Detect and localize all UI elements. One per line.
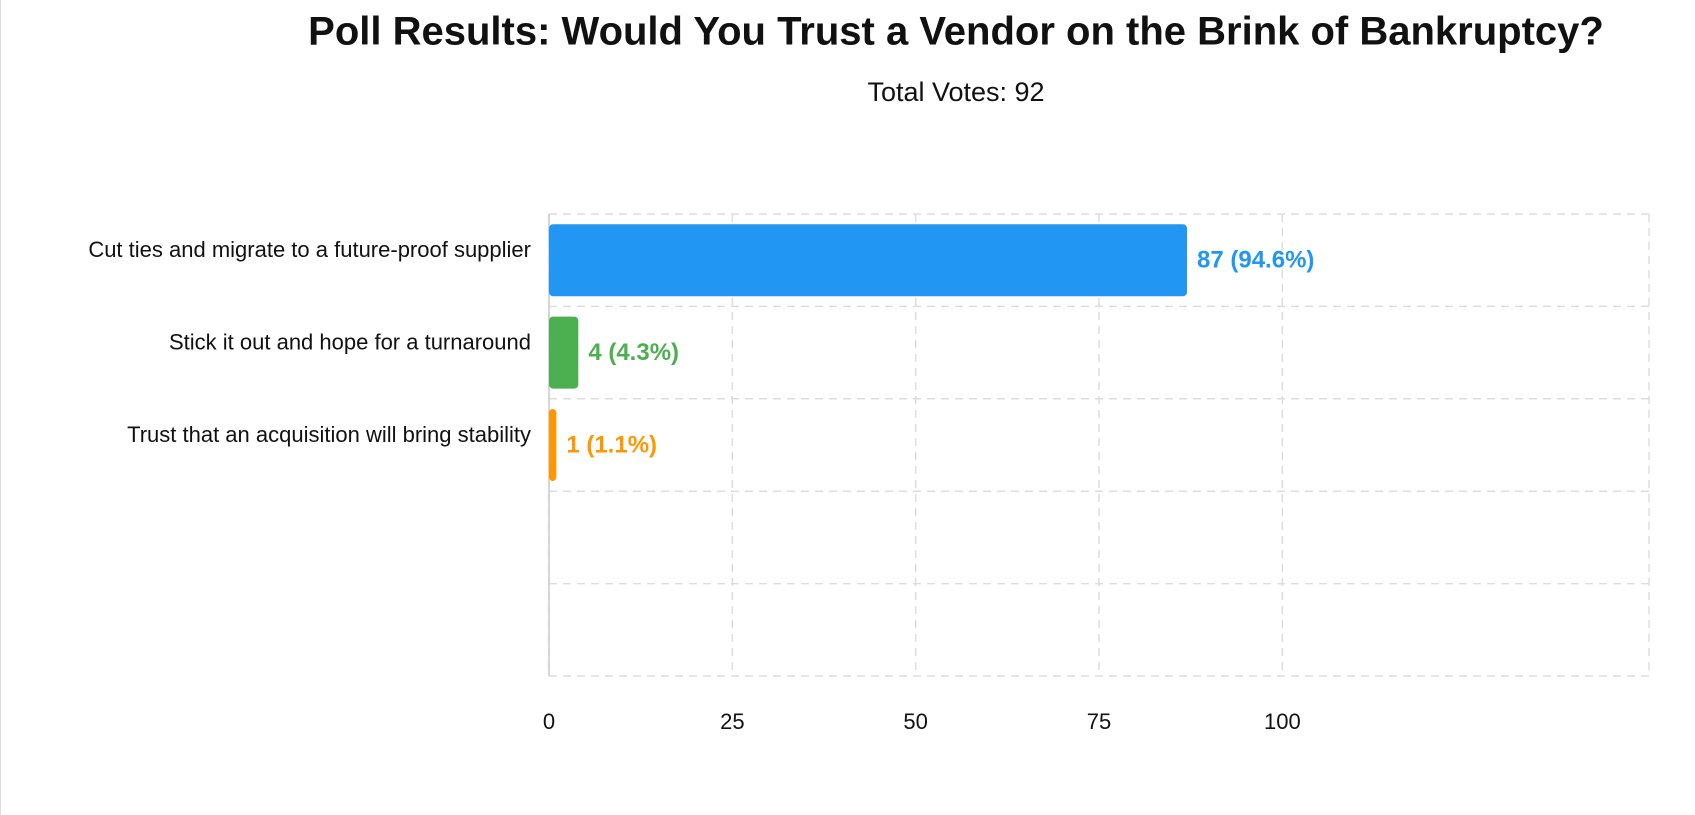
- chart-title: Poll Results: Would You Trust a Vendor o…: [308, 10, 1604, 54]
- value-label: 4 (4.3%): [588, 339, 679, 366]
- x-tick-label: 100: [1264, 709, 1301, 734]
- y-tick-label: Trust that an acquisition will bring sta…: [127, 422, 531, 447]
- bar: [549, 316, 579, 389]
- value-label: 87 (94.6%): [1197, 247, 1314, 274]
- x-tick-label: 25: [720, 709, 744, 734]
- x-tick-label: 0: [543, 709, 555, 734]
- x-tick-label: 75: [1087, 709, 1111, 734]
- value-label: 1 (1.1%): [566, 431, 657, 458]
- y-tick-label: Cut ties and migrate to a future-proof s…: [88, 237, 531, 262]
- y-tick-label: Stick it out and hope for a turnaround: [169, 329, 531, 354]
- bar: [549, 409, 557, 481]
- bar: [549, 224, 1187, 297]
- x-tick-label: 50: [903, 709, 927, 734]
- chart-subtitle: Total Votes: 92: [867, 77, 1044, 107]
